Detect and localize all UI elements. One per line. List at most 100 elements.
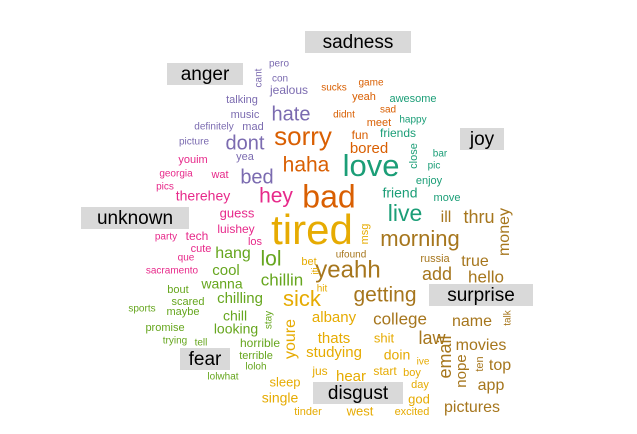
- category-text-fear: fear: [189, 349, 222, 370]
- category-text-disgust: disgust: [328, 383, 389, 404]
- word-con: con: [272, 74, 288, 85]
- word-promise: promise: [145, 322, 184, 334]
- word-mad: mad: [242, 121, 263, 133]
- category-text-unknown: unknown: [97, 208, 173, 229]
- word-bet: bet: [301, 256, 316, 268]
- word-cute: cute: [191, 243, 212, 255]
- word-cool: cool: [212, 262, 240, 279]
- word-hear: hear: [336, 368, 366, 385]
- category-box-fear: [180, 348, 230, 370]
- word-stay: stay: [264, 311, 275, 329]
- word-bout: bout: [167, 284, 188, 296]
- word-albany: albany: [312, 309, 357, 326]
- word-name: name: [452, 313, 492, 330]
- word-guess: guess: [220, 205, 255, 220]
- word-ufound: ufound: [336, 250, 367, 261]
- word-georgia: georgia: [159, 169, 193, 180]
- word-meet: meet: [367, 117, 391, 129]
- word-close: close: [408, 143, 420, 169]
- category-label-disgust: disgust: [313, 382, 403, 404]
- word-pic: pic: [428, 161, 441, 172]
- word-add: add: [422, 264, 452, 284]
- word-hang: hang: [215, 245, 251, 262]
- category-label-anger: anger: [167, 63, 243, 85]
- word-wanna: wanna: [200, 276, 242, 292]
- word-definitely: definitely: [194, 122, 233, 133]
- word-hate: hate: [272, 103, 311, 125]
- word-bad: bad: [302, 178, 355, 214]
- word-bored: bored: [350, 140, 388, 157]
- word-terrible: terrible: [239, 350, 273, 362]
- word-ill: ill: [441, 209, 452, 226]
- word-west: west: [346, 403, 374, 418]
- word-excited: excited: [395, 406, 430, 418]
- word-youim: youim: [178, 154, 207, 166]
- word-love: love: [343, 148, 400, 183]
- category-box-disgust: [313, 382, 403, 404]
- word-awesome: awesome: [389, 93, 436, 105]
- word-yeah: yeah: [352, 91, 376, 103]
- word-ten: ten: [474, 356, 486, 371]
- word-chill: chill: [223, 308, 247, 324]
- word-scared: scared: [171, 296, 204, 308]
- word-party: party: [155, 232, 177, 243]
- word-los: los: [248, 236, 263, 248]
- word-friends: friends: [380, 126, 416, 140]
- word-talk: talk: [503, 309, 514, 326]
- word-shit: shit: [374, 330, 395, 345]
- word-boy: boy: [403, 367, 421, 379]
- word-maybe: maybe: [166, 306, 199, 318]
- word-money: money: [496, 208, 513, 256]
- word-sacramento: sacramento: [146, 266, 199, 277]
- word-app: app: [478, 377, 505, 394]
- word-yea: yea: [236, 151, 255, 163]
- category-text-sadness: sadness: [323, 32, 394, 53]
- word-sports: sports: [128, 304, 155, 315]
- category-box-unknown: [81, 207, 189, 229]
- word-law: law: [418, 328, 446, 348]
- word-hey: hey: [259, 185, 293, 208]
- word-game: game: [358, 78, 383, 89]
- category-box-surprise: [429, 284, 533, 306]
- word-friend: friend: [382, 185, 417, 201]
- word-trying: trying: [163, 336, 187, 347]
- word-luishey: luishey: [217, 222, 254, 236]
- word-tech: tech: [186, 229, 209, 243]
- word-que: que: [178, 253, 195, 264]
- category-label-unknown: unknown: [81, 207, 189, 229]
- word-lolwhat: lolwhat: [207, 372, 238, 383]
- word-hit: hit: [317, 284, 328, 295]
- word-tired: tired: [271, 206, 353, 253]
- category-label-surprise: surprise: [429, 284, 533, 306]
- word-haha: haha: [283, 154, 330, 177]
- word-thru: thru: [463, 207, 494, 227]
- word-getting: getting: [353, 284, 416, 307]
- word-doin: doin: [384, 347, 410, 363]
- word-looking: looking: [214, 321, 258, 337]
- word-college: college: [373, 309, 427, 328]
- word-horrible: horrible: [240, 336, 280, 350]
- word-start: start: [373, 364, 397, 378]
- word-top: top: [489, 357, 511, 374]
- word-single: single: [262, 390, 299, 406]
- word-bed: bed: [240, 166, 273, 188]
- word-sad: sad: [380, 105, 396, 116]
- word-email: email: [435, 335, 455, 378]
- word-studying: studying: [306, 344, 362, 361]
- word-morning: morning: [380, 226, 459, 251]
- word-god: god: [408, 391, 430, 406]
- word-dont: dont: [226, 132, 265, 154]
- word-hello: hello: [468, 267, 504, 286]
- word-msg: msg: [359, 224, 371, 245]
- word-enjoy: enjoy: [416, 175, 443, 187]
- word-sick: sick: [283, 286, 322, 311]
- word-lol: lol: [260, 248, 281, 271]
- word-pictures: pictures: [444, 399, 500, 416]
- word-jus: jus: [311, 364, 327, 378]
- word-talking: talking: [226, 94, 258, 106]
- word-move: move: [434, 192, 461, 204]
- word-sleep: sleep: [269, 374, 300, 389]
- word-pics: pics: [156, 182, 174, 193]
- word-sucks: sucks: [321, 83, 347, 94]
